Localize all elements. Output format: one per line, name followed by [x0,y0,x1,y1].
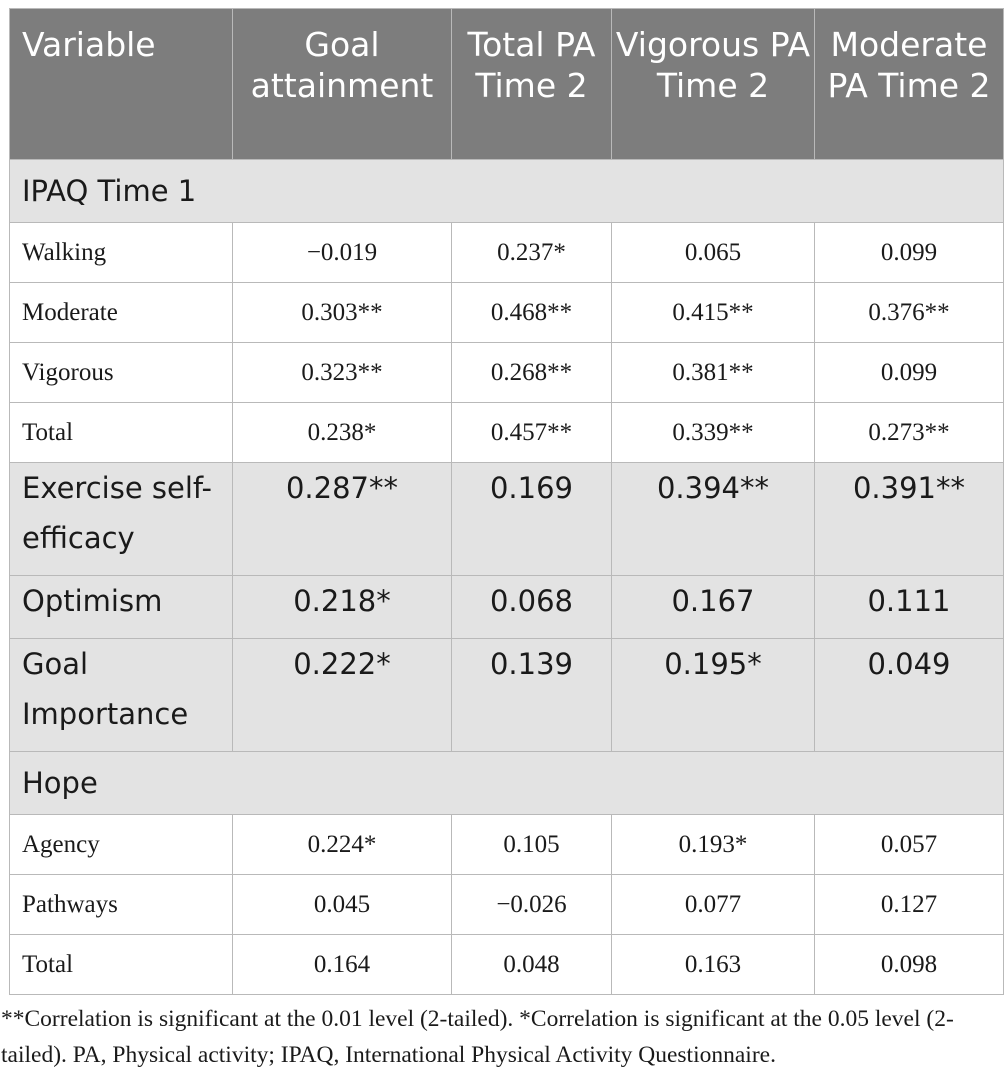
header-variable: Variable [9,8,233,160]
row-label: Total [9,402,233,463]
table-cell: 0.098 [814,934,1004,995]
table-cell: 0.273** [814,402,1004,463]
table-cell: 0.045 [232,874,452,935]
table-cell: 0.238* [232,402,452,463]
table-cell: 0.339** [611,402,815,463]
table-cell: 0.099 [814,342,1004,403]
table-cell: 0.323** [232,342,452,403]
table-cell: 0.139 [451,638,612,752]
table-row: Total 0.164 0.048 0.163 0.098 [9,934,1004,995]
row-label: Goal Importance [9,638,233,752]
correlation-table: Variable Goal attainment Total PA Time 2… [9,8,1004,995]
table-cell: 0.268** [451,342,612,403]
table-cell: 0.048 [451,934,612,995]
table-row-exercise-self-efficacy: Exercise self-efficacy 0.287** 0.169 0.3… [9,462,1004,576]
row-label: Agency [9,814,233,875]
table-cell: −0.019 [232,222,452,283]
header-vigorous-pa-time-2: Vigorous PA Time 2 [611,8,815,160]
table-cell: 0.068 [451,575,612,639]
row-label: Vigorous [9,342,233,403]
table-cell: 0.218* [232,575,452,639]
table-cell: 0.099 [814,222,1004,283]
table-cell: 0.049 [814,638,1004,752]
table-cell: 0.077 [611,874,815,935]
table-cell: 0.065 [611,222,815,283]
table-cell: 0.381** [611,342,815,403]
table-cell: 0.057 [814,814,1004,875]
table-cell: 0.457** [451,402,612,463]
table-cell: 0.468** [451,282,612,343]
table-row: Total 0.238* 0.457** 0.339** 0.273** [9,402,1004,463]
row-label: Pathways [9,874,233,935]
header-total-pa-time-2: Total PA Time 2 [451,8,612,160]
table-cell: −0.026 [451,874,612,935]
header-goal-attainment: Goal attainment [232,8,452,160]
table-row-goal-importance: Goal Importance 0.222* 0.139 0.195* 0.04… [9,638,1004,752]
table-cell: 0.415** [611,282,815,343]
table-row: Walking −0.019 0.237* 0.065 0.099 [9,222,1004,283]
table-cell: 0.287** [232,462,452,576]
table-cell: 0.224* [232,814,452,875]
row-label: Total [9,934,233,995]
header-row: Variable Goal attainment Total PA Time 2… [9,8,1004,160]
table-row: Vigorous 0.323** 0.268** 0.381** 0.099 [9,342,1004,403]
table-cell: 0.391** [814,462,1004,576]
table-row: Agency 0.224* 0.105 0.193* 0.057 [9,814,1004,875]
table-cell: 0.237* [451,222,612,283]
table-row-optimism: Optimism 0.218* 0.068 0.167 0.111 [9,575,1004,639]
header-moderate-pa-time-2: Moderate PA Time 2 [814,8,1004,160]
table-cell: 0.394** [611,462,815,576]
section-title: IPAQ Time 1 [9,159,1004,223]
table-cell: 0.105 [451,814,612,875]
table-cell: 0.222* [232,638,452,752]
table-cell: 0.303** [232,282,452,343]
table-cell: 0.193* [611,814,815,875]
table-cell: 0.164 [232,934,452,995]
row-label: Exercise self-efficacy [9,462,233,576]
table-cell: 0.169 [451,462,612,576]
table-row: Pathways 0.045 −0.026 0.077 0.127 [9,874,1004,935]
row-label: Optimism [9,575,233,639]
row-label: Walking [9,222,233,283]
table-cell: 0.167 [611,575,815,639]
section-row-ipaq: IPAQ Time 1 [9,159,1004,223]
table-cell: 0.127 [814,874,1004,935]
table-cell: 0.163 [611,934,815,995]
row-label: Moderate [9,282,233,343]
table-row: Moderate 0.303** 0.468** 0.415** 0.376** [9,282,1004,343]
table-cell: 0.195* [611,638,815,752]
table-footnote: **Correlation is significant at the 0.01… [1,1006,954,1068]
section-row-hope: Hope [9,751,1004,815]
table-cell: 0.111 [814,575,1004,639]
section-title: Hope [9,751,1004,815]
table-cell: 0.376** [814,282,1004,343]
